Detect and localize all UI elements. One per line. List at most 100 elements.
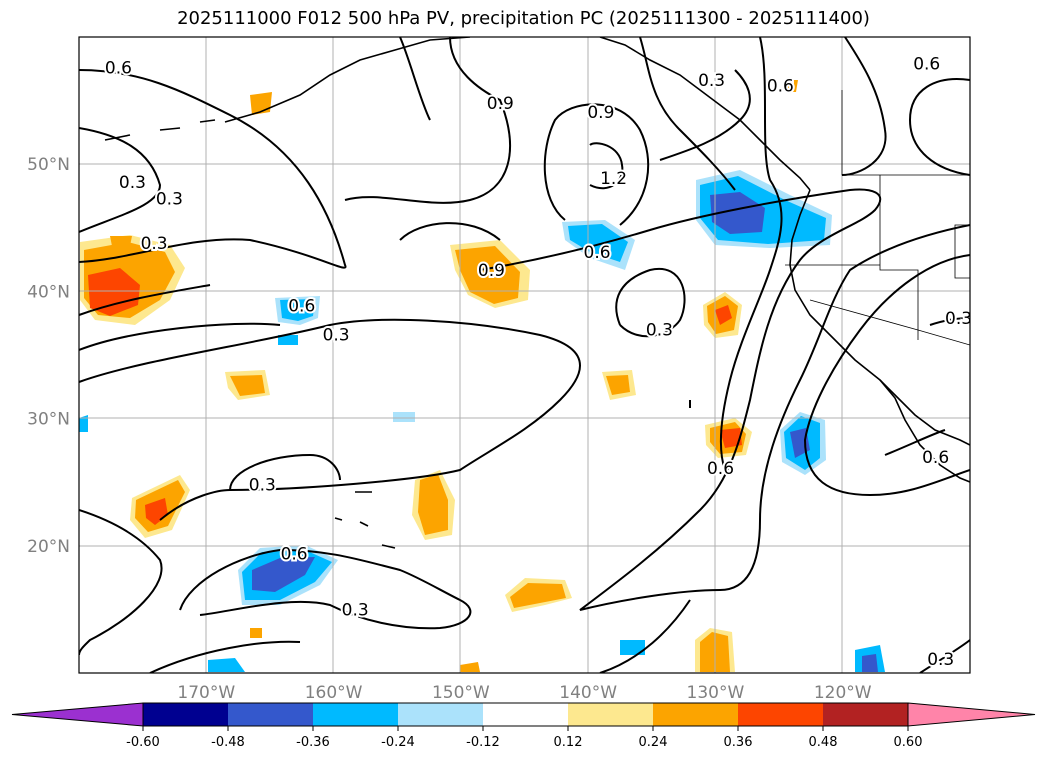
colorbar-tick-label: -0.24 — [381, 735, 415, 750]
pv-contour-line — [589, 142, 624, 190]
precip-positive-blob — [606, 375, 630, 395]
contour-label: 0.3 — [927, 650, 954, 670]
contour-labels: 0.9 0.9 0.6 0.6 0.3 0.3 0.9 1.2 0.3 0.6 0.3 0.3 0.3 0… — [103, 53, 972, 672]
pv-contour-line — [79, 127, 162, 233]
latitude-tick-label: 50°N — [27, 155, 70, 175]
contour-label: 0.3 — [141, 234, 168, 254]
precip-negative-blob — [280, 299, 315, 321]
contour-label: 0.3 — [323, 326, 350, 346]
colorbar-segment — [483, 703, 568, 726]
hawaii-islands — [334, 491, 396, 549]
colorbar-tick-label: -0.12 — [466, 735, 500, 750]
pv-contour-line — [149, 640, 301, 673]
precip-positive-blob — [720, 428, 742, 448]
colorbar-segment — [143, 703, 228, 726]
map-title: 2025111000 F012 500 hPa PV, precipitatio… — [177, 8, 870, 29]
pv-contour-line — [79, 322, 281, 351]
colorbar-segment — [568, 703, 653, 726]
pv-contour-line — [543, 103, 650, 226]
colorbar-segment — [653, 703, 738, 726]
precip-negative-blob — [252, 557, 315, 592]
colorbar-segment — [823, 703, 908, 726]
precip-negative-blob — [568, 224, 628, 262]
precip-positive-blob — [110, 236, 132, 246]
contour-label: 0.9 — [487, 94, 514, 114]
pv-contour-line — [599, 599, 691, 673]
map-frame — [78, 36, 971, 674]
pv-contour-line — [615, 267, 686, 338]
pv-contour-line — [919, 639, 970, 673]
latitude-tick-label: 20°N — [27, 537, 70, 557]
pv-contour-line — [803, 254, 970, 497]
alaska-coast — [224, 37, 471, 123]
precip-negative-blob — [710, 192, 765, 234]
pv-contour-line — [399, 37, 431, 121]
contour-label: 0.6 — [281, 544, 308, 564]
latitude-labels: 50°N 40°N 30°N 20°N — [27, 155, 70, 557]
pv-contour-line — [344, 37, 511, 204]
contour-label: 0.3 — [249, 476, 276, 496]
colorbar-tick-label: 0.60 — [894, 735, 923, 750]
pv-contour-line — [399, 222, 501, 241]
pv-contour-line — [79, 284, 211, 316]
contour-label: 0.6 — [767, 76, 794, 96]
contour-label: 0.6 — [707, 459, 734, 479]
longitude-tick-label: 150°W — [432, 683, 490, 703]
west-coast — [789, 189, 970, 446]
colorbar-segment — [398, 703, 483, 726]
precip-negative-blob — [862, 654, 878, 672]
contour-label: 0.3 — [156, 190, 183, 210]
colorbar-tick-label: -0.36 — [296, 735, 330, 750]
precip-positive-blob — [230, 375, 265, 396]
precip-negative-blob — [208, 658, 245, 672]
contour-label: 0.3 — [945, 309, 972, 329]
precip-negative-blob — [620, 640, 645, 655]
gridlines — [79, 37, 970, 673]
contour-label: 0.3 — [342, 600, 369, 620]
longitude-tick-label: 170°W — [177, 683, 235, 703]
longitude-tick-label: 160°W — [305, 683, 363, 703]
precip-negative-blob — [79, 415, 88, 432]
colorbar-extension-left — [11, 702, 144, 727]
colorbar-extension-right — [907, 702, 1036, 727]
colorbar-segment — [228, 703, 313, 726]
pv-contour-line — [929, 317, 970, 326]
contour-label: 0.6 — [105, 59, 132, 79]
contour-label: 1.2 — [600, 169, 627, 189]
pv-contour-line — [719, 37, 783, 471]
colorbar: -0.60 -0.48 -0.36 -0.24 -0.12 0.12 0.24 0.36 0.4… — [11, 702, 1036, 750]
pv-contour-line — [79, 69, 347, 269]
colorbar-tick-label: -0.60 — [126, 735, 160, 750]
pv-contour-line — [79, 318, 581, 492]
precip-positive-blob — [785, 80, 798, 92]
baja-coast — [879, 379, 970, 483]
contour-label: 0.3 — [646, 321, 673, 341]
colorbar-tick-label: 0.24 — [639, 735, 668, 750]
latitude-tick-label: 40°N — [27, 282, 70, 302]
contour-label: 0.9 — [587, 103, 614, 123]
longitude-tick-label: 120°W — [814, 683, 872, 703]
contour-label: 0.6 — [922, 448, 949, 468]
colorbar-segment — [313, 703, 398, 726]
colorbar-tick-label: -0.48 — [211, 735, 245, 750]
pv-contours — [79, 37, 970, 673]
pv-contour-line — [659, 69, 751, 161]
colorbar-tick-label: 0.12 — [554, 735, 583, 750]
contour-label: 0.6 — [913, 55, 940, 75]
colorbar-segment — [738, 703, 823, 726]
contour-label: 0.3 — [119, 173, 146, 193]
precip-positive-blob — [88, 268, 140, 316]
longitude-tick-label: 140°W — [559, 683, 617, 703]
longitude-tick-label: 130°W — [687, 683, 745, 703]
precip-positive-blob — [455, 246, 520, 304]
contour-label: 0.6 — [584, 243, 611, 263]
precip-positive-blob — [418, 474, 448, 535]
precip-shading — [79, 80, 885, 672]
precip-positive-blob — [715, 305, 732, 325]
precip-positive-blob — [250, 628, 262, 638]
pv-contour-line — [841, 37, 887, 176]
coastlines — [104, 37, 970, 549]
alaska-coast — [599, 37, 811, 191]
contour-label: 0.3 — [698, 71, 725, 91]
